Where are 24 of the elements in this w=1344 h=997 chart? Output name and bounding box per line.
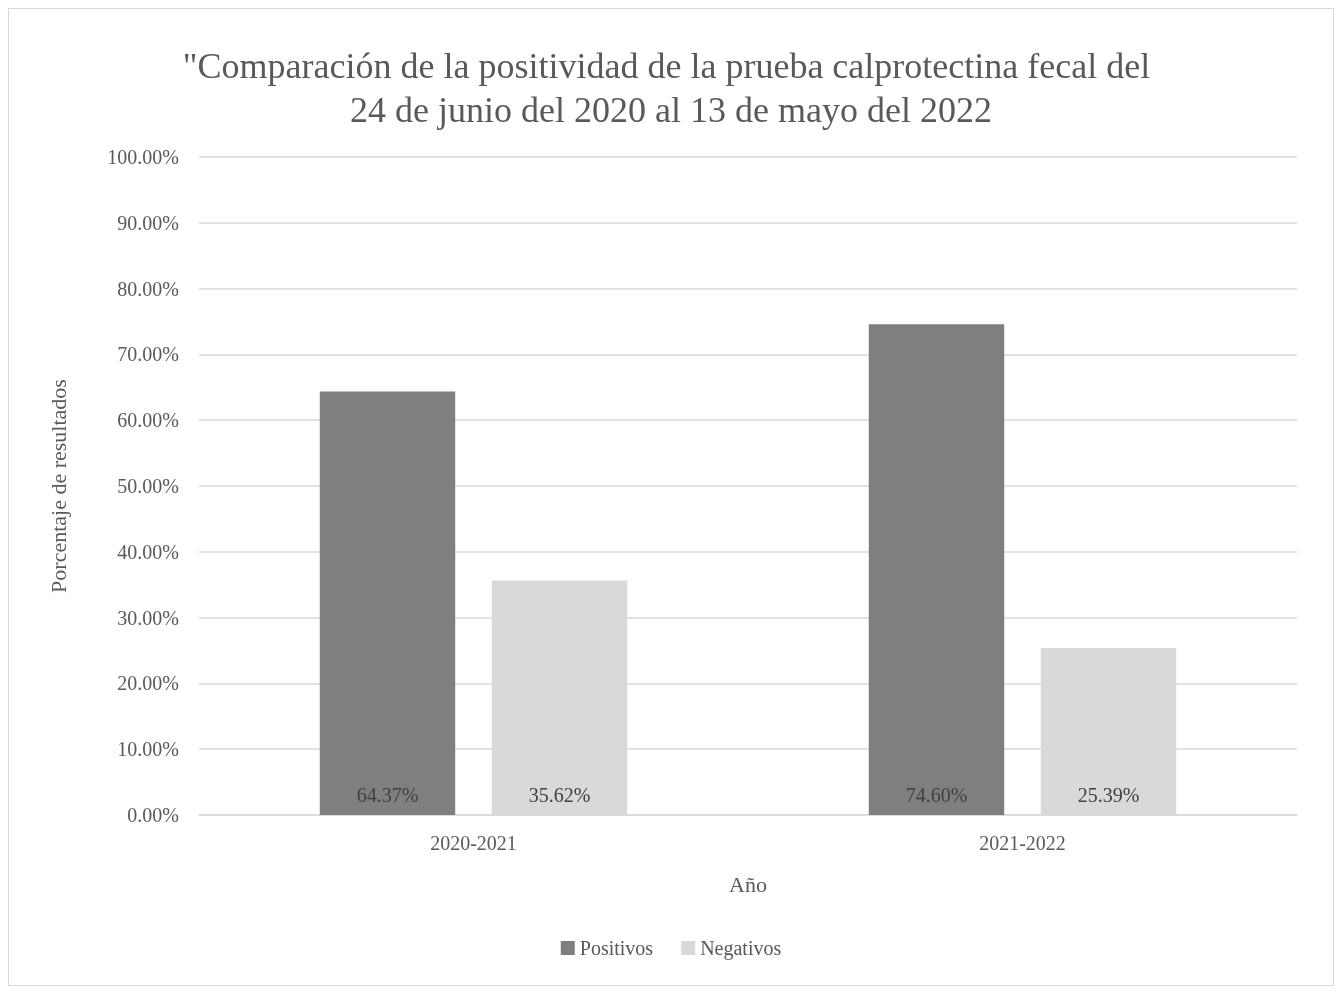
legend-label: Negativos [700,937,782,960]
y-tick-label: 10.00% [117,738,179,761]
y-tick-label: 60.00% [117,409,179,432]
y-tick-label: 40.00% [117,540,179,563]
data-label: 74.60% [905,784,968,806]
x-tick-label: 2021-2022 [979,832,1066,854]
chart-title: "Comparación de la positividad de la prueba calprotectina fecal del 24 de junio del 2020 al 13 de mayo del 2022 [182,46,1160,130]
y-tick-label: 70.00% [117,343,179,366]
legend-label: Positivos [579,937,654,959]
data-label: 35.62% [528,784,591,806]
data-label: 25.39% [1077,784,1140,806]
y-tick-label: 0.00% [127,804,179,826]
bar [319,391,456,815]
x-tick-label: 2020-2021 [430,832,517,854]
y-tick-label: 90.00% [117,211,179,234]
y-axis-title: Porcentaje de resultados [45,379,71,593]
y-tick-label: 80.00% [117,277,179,300]
bar [868,324,1005,815]
y-tick-label: 50.00% [117,475,179,497]
y-tick-label: 20.00% [117,672,179,695]
y-tick-label: 30.00% [117,606,179,629]
data-label: 64.37% [356,784,419,806]
x-axis-title: Año [729,871,767,897]
y-tick-label: 100.00% [107,146,179,168]
